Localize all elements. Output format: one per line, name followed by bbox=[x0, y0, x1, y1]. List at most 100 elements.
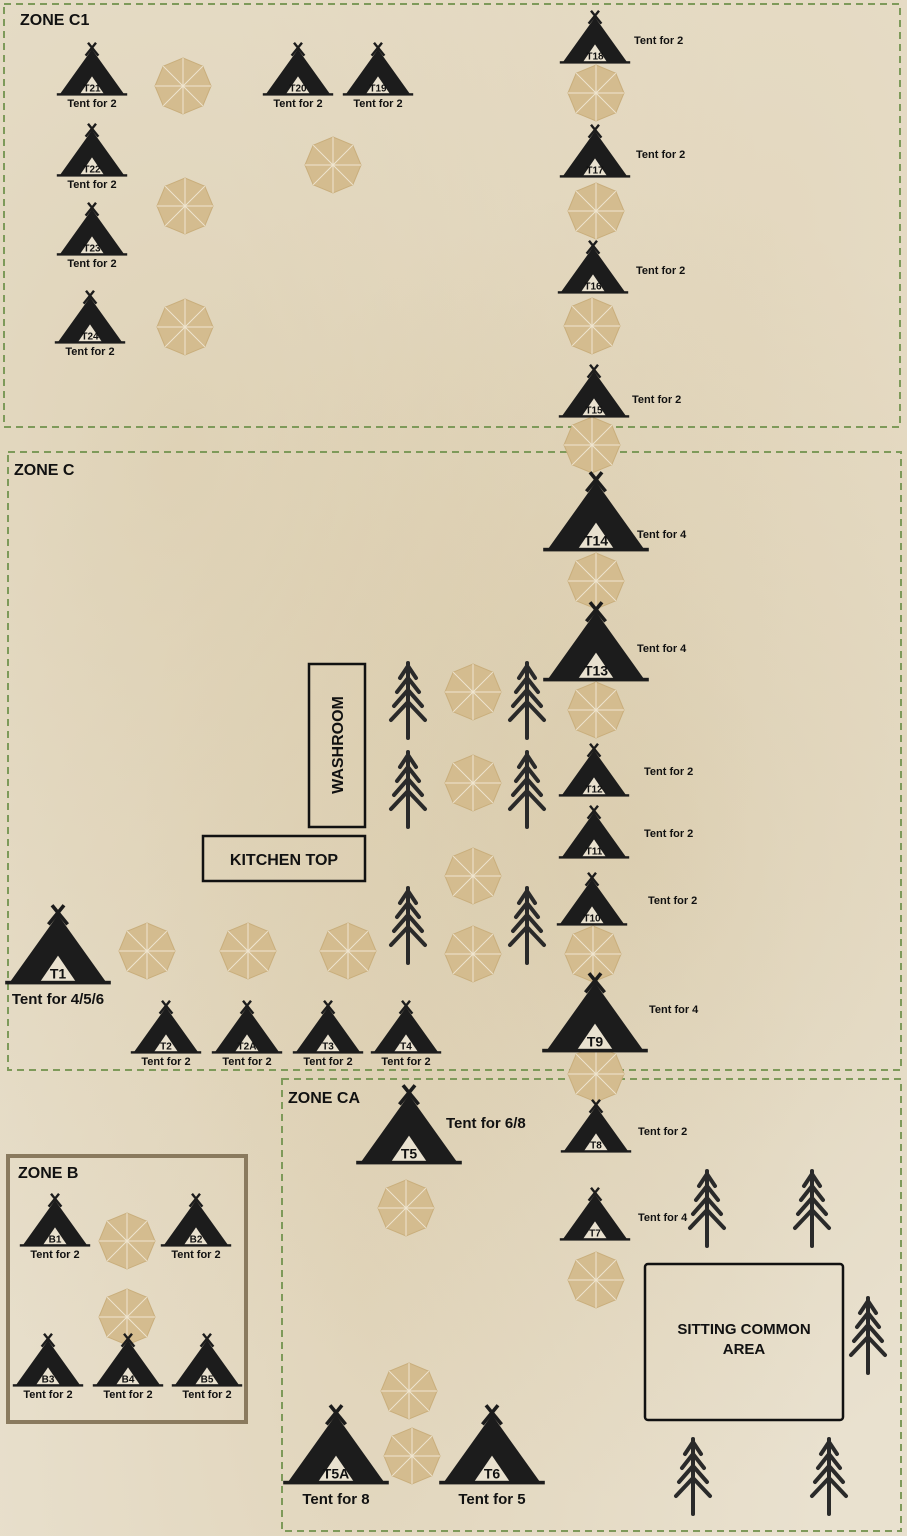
tent-t9[interactable]: T9 Tent for 4 bbox=[540, 971, 699, 1055]
tent-t6[interactable]: T6 Tent for 5 bbox=[437, 1403, 547, 1508]
tent-t21[interactable]: T21 Tent for 2 bbox=[55, 41, 129, 110]
tent-code: T6 bbox=[484, 1465, 501, 1481]
tent-t1[interactable]: T1 Tent for 4/5/6 bbox=[3, 903, 113, 1008]
umbrella-icon bbox=[567, 1251, 625, 1309]
tent-b4[interactable]: B4 Tent for 2 bbox=[91, 1332, 165, 1401]
umbrella-icon bbox=[380, 1362, 438, 1420]
tent-t5a[interactable]: T5A Tent for 8 bbox=[281, 1403, 391, 1508]
umbrella-icon bbox=[444, 847, 502, 905]
tent-capacity: Tent for 4 bbox=[649, 1004, 699, 1016]
umbrella-icon bbox=[567, 552, 625, 610]
umbrella-icon bbox=[98, 1212, 156, 1270]
tent-t18[interactable]: T18 Tent for 2 bbox=[558, 9, 683, 65]
kitchen-top[interactable]: KITCHEN TOP bbox=[201, 834, 367, 883]
tent-t4[interactable]: T4 Tent for 2 bbox=[369, 999, 443, 1068]
tent-t8[interactable]: T8 Tent for 2 bbox=[559, 1098, 687, 1154]
umbrella-layer bbox=[98, 57, 625, 1485]
tent-capacity: Tent for 6/8 bbox=[446, 1115, 526, 1132]
tent-t2[interactable]: T2 Tent for 2 bbox=[129, 999, 203, 1068]
tent-code: T20 bbox=[289, 84, 307, 95]
tent-code: T18 bbox=[586, 52, 604, 63]
tent-t14[interactable]: T14 Tent for 4 bbox=[541, 470, 687, 554]
tent-t5[interactable]: T5 Tent for 6/8 bbox=[354, 1083, 526, 1167]
pine-tree-icon bbox=[508, 886, 546, 965]
umbrella-icon bbox=[377, 1179, 435, 1237]
tent-code: T15 bbox=[585, 406, 603, 417]
zone-c-label: ZONE C bbox=[14, 462, 75, 479]
tent-t16[interactable]: T16 Tent for 2 bbox=[556, 239, 685, 295]
tent-capacity: Tent for 2 bbox=[67, 179, 116, 191]
tent-code: T5 bbox=[401, 1145, 418, 1161]
tent-b2[interactable]: B2 Tent for 2 bbox=[159, 1192, 233, 1261]
tent-code: B2 bbox=[190, 1235, 203, 1246]
pine-tree-icon bbox=[508, 661, 546, 740]
tent-capacity: Tent for 2 bbox=[644, 828, 693, 840]
tent-capacity: Tent for 4 bbox=[637, 529, 687, 541]
umbrella-icon bbox=[304, 136, 362, 194]
umbrella-icon bbox=[567, 182, 625, 240]
zone-c1-boundary bbox=[3, 3, 901, 428]
tent-capacity: Tent for 2 bbox=[103, 1389, 152, 1401]
tent-capacity: Tent for 2 bbox=[182, 1389, 231, 1401]
tent-b3[interactable]: B3 Tent for 2 bbox=[11, 1332, 85, 1401]
tent-capacity: Tent for 4 bbox=[638, 1212, 688, 1224]
tent-capacity: Tent for 8 bbox=[302, 1491, 369, 1508]
zone-c1-label: ZONE C1 bbox=[20, 12, 89, 29]
tent-capacity: Tent for 2 bbox=[632, 394, 681, 406]
tent-code: T13 bbox=[584, 662, 608, 678]
tent-capacity: Tent for 2 bbox=[303, 1056, 352, 1068]
umbrella-icon bbox=[444, 754, 502, 812]
tent-t2a[interactable]: T2A Tent for 2 bbox=[210, 999, 284, 1068]
tent-t3[interactable]: T3 Tent for 2 bbox=[291, 999, 365, 1068]
tent-code: T19 bbox=[369, 84, 387, 95]
tent-t22[interactable]: T22 Tent for 2 bbox=[55, 122, 129, 191]
tent-code: T22 bbox=[83, 165, 101, 176]
sitting-area-label-line1: SITTING COMMON bbox=[677, 1321, 810, 1338]
tent-t10[interactable]: T10 Tent for 2 bbox=[555, 871, 697, 927]
tent-capacity: Tent for 2 bbox=[636, 149, 685, 161]
tent-code: T7 bbox=[589, 1229, 601, 1240]
tent-t20[interactable]: T20 Tent for 2 bbox=[261, 41, 335, 110]
zone-ca-boundary bbox=[281, 1078, 902, 1532]
washroom-label: WASHROOM bbox=[330, 696, 347, 794]
tent-capacity: Tent for 4/5/6 bbox=[12, 991, 104, 1008]
pine-tree-icon bbox=[674, 1437, 712, 1516]
zone-c-boundary bbox=[7, 451, 902, 1071]
umbrella-icon bbox=[567, 681, 625, 739]
tent-t19[interactable]: T19 Tent for 2 bbox=[341, 41, 415, 110]
tent-t13[interactable]: T13 Tent for 4 bbox=[541, 600, 687, 684]
pine-tree-icon bbox=[849, 1296, 887, 1375]
tent-t17[interactable]: T17 Tent for 2 bbox=[558, 123, 685, 179]
tent-capacity: Tent for 2 bbox=[636, 265, 685, 277]
sitting-common-area[interactable]: SITTING COMMON AREA bbox=[643, 1262, 845, 1422]
umbrella-icon bbox=[156, 298, 214, 356]
pine-tree-icon bbox=[389, 886, 427, 965]
tent-capacity: Tent for 2 bbox=[353, 98, 402, 110]
tent-code: T5A bbox=[323, 1465, 349, 1481]
tent-capacity: Tent for 2 bbox=[141, 1056, 190, 1068]
tent-t11[interactable]: T11 Tent for 2 bbox=[557, 804, 693, 860]
tent-capacity: Tent for 2 bbox=[67, 98, 116, 110]
tent-code: T12 bbox=[585, 785, 603, 796]
tent-b5[interactable]: B5 Tent for 2 bbox=[170, 1332, 244, 1401]
tent-t24[interactable]: T24 Tent for 2 bbox=[53, 289, 127, 358]
tent-t7[interactable]: T7 Tent for 4 bbox=[558, 1186, 688, 1242]
tent-capacity: Tent for 2 bbox=[273, 98, 322, 110]
tent-b1[interactable]: B1 Tent for 2 bbox=[18, 1192, 92, 1261]
tent-code: B4 bbox=[122, 1375, 135, 1386]
zone-b-label: ZONE B bbox=[18, 1165, 78, 1182]
tent-capacity: Tent for 4 bbox=[637, 643, 687, 655]
umbrella-icon bbox=[118, 922, 176, 980]
washroom[interactable]: WASHROOM bbox=[307, 662, 367, 829]
umbrella-icon bbox=[567, 1045, 625, 1103]
tent-t12[interactable]: T12 Tent for 2 bbox=[557, 742, 693, 798]
tent-code: T24 bbox=[81, 332, 99, 343]
tent-t23[interactable]: T23 Tent for 2 bbox=[55, 201, 129, 270]
pine-tree-icon bbox=[688, 1169, 726, 1248]
tent-code: T4 bbox=[400, 1042, 412, 1053]
zone-ca-label: ZONE CA bbox=[288, 1090, 360, 1107]
umbrella-icon bbox=[219, 922, 277, 980]
tent-t15[interactable]: T15 Tent for 2 bbox=[557, 363, 681, 419]
tent-code: T9 bbox=[587, 1033, 604, 1049]
